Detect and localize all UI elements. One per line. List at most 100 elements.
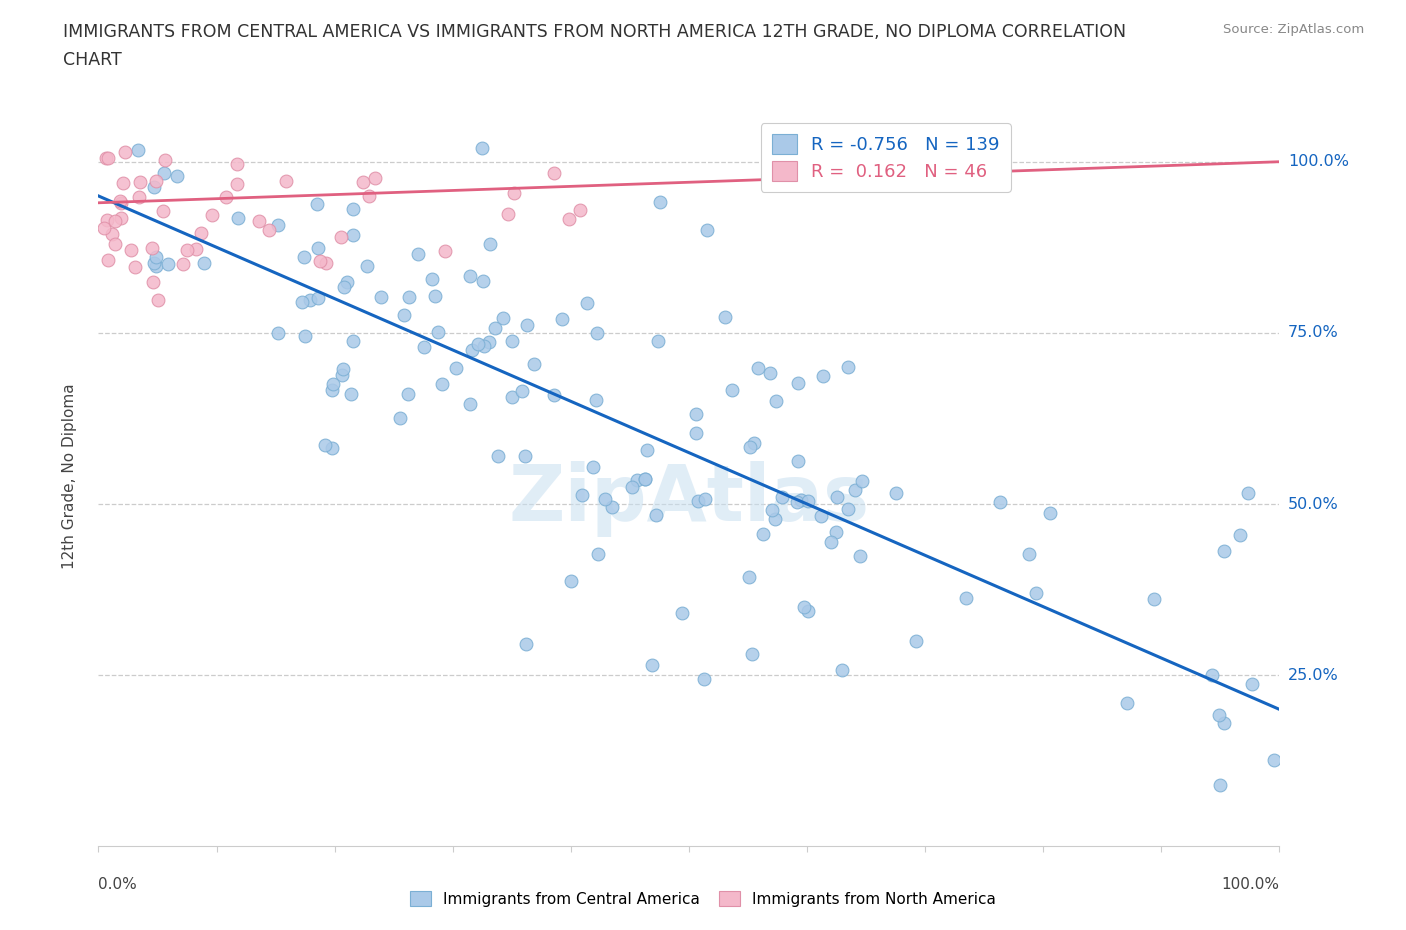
Point — [600, 499, 623, 514]
Point — [1039, 505, 1062, 520]
Text: 100.0%: 100.0% — [1288, 154, 1348, 169]
Point — [571, 488, 593, 503]
Point — [110, 195, 132, 210]
Point — [96, 213, 118, 228]
Point — [648, 195, 671, 210]
Legend: Immigrants from Central America, Immigrants from North America: Immigrants from Central America, Immigra… — [404, 885, 1002, 913]
Point — [110, 194, 132, 209]
Point — [714, 310, 737, 325]
Point — [190, 225, 212, 240]
Point — [1209, 777, 1232, 792]
Point — [1263, 753, 1285, 768]
Point — [146, 293, 169, 308]
Point — [392, 308, 415, 323]
Point — [636, 443, 658, 458]
Point — [696, 222, 718, 237]
Point — [398, 289, 420, 304]
Point — [291, 295, 314, 310]
Point — [837, 501, 859, 516]
Point — [94, 150, 117, 165]
Point — [315, 256, 337, 271]
Point — [307, 197, 329, 212]
Point — [267, 218, 290, 232]
Point — [770, 490, 793, 505]
Point — [793, 600, 815, 615]
Point — [430, 377, 453, 392]
Point — [738, 569, 761, 584]
Point — [825, 525, 848, 539]
Point — [396, 387, 419, 402]
Point — [124, 259, 146, 274]
Point — [352, 175, 374, 190]
Point — [585, 392, 607, 407]
Point — [156, 257, 179, 272]
Point — [811, 369, 834, 384]
Point — [645, 508, 668, 523]
Text: 0.0%: 0.0% — [98, 877, 138, 892]
Point — [472, 273, 495, 288]
Point — [634, 472, 657, 486]
Point — [342, 227, 364, 242]
Point — [434, 244, 457, 259]
Point — [308, 254, 330, 269]
Point — [721, 383, 744, 398]
Point — [510, 383, 533, 398]
Point — [420, 272, 443, 286]
Point — [292, 249, 315, 264]
Point — [226, 210, 249, 225]
Point — [685, 406, 707, 421]
Point — [786, 454, 808, 469]
Point — [111, 176, 134, 191]
Point — [586, 547, 609, 562]
Point — [851, 473, 873, 488]
Point — [844, 483, 866, 498]
Point — [247, 213, 270, 228]
Point — [96, 252, 118, 267]
Point — [458, 396, 481, 411]
Point — [370, 290, 392, 305]
Point — [412, 340, 434, 355]
Point — [1229, 527, 1251, 542]
Point — [110, 211, 132, 226]
Point — [742, 436, 765, 451]
Point — [789, 492, 811, 507]
Point — [763, 512, 786, 526]
Text: IMMIGRANTS FROM CENTRAL AMERICA VS IMMIGRANTS FROM NORTH AMERICA 12TH GRADE, NO : IMMIGRANTS FROM CENTRAL AMERICA VS IMMIG… — [63, 23, 1126, 41]
Point — [810, 509, 832, 524]
Point — [336, 274, 359, 289]
Point — [299, 292, 322, 307]
Point — [225, 177, 247, 192]
Point — [884, 485, 907, 500]
Point — [143, 256, 166, 271]
Point — [786, 495, 808, 510]
Point — [686, 494, 709, 509]
Point — [332, 280, 354, 295]
Point — [1025, 586, 1047, 601]
Point — [787, 376, 810, 391]
Text: ZipAtlas: ZipAtlas — [509, 460, 869, 537]
Point — [330, 367, 353, 382]
Point — [692, 671, 714, 686]
Point — [1212, 543, 1234, 558]
Point — [215, 190, 238, 205]
Point — [1213, 716, 1236, 731]
Point — [152, 204, 174, 219]
Point — [501, 389, 523, 404]
Point — [820, 535, 842, 550]
Point — [425, 288, 447, 303]
Point — [359, 189, 381, 204]
Point — [153, 166, 176, 180]
Point — [849, 549, 872, 564]
Point — [634, 472, 657, 486]
Point — [342, 202, 364, 217]
Point — [176, 243, 198, 258]
Point — [759, 365, 782, 380]
Point — [340, 386, 363, 401]
Point — [120, 243, 142, 258]
Point — [201, 207, 224, 222]
Point — [582, 459, 605, 474]
Point — [142, 274, 165, 289]
Point — [145, 174, 167, 189]
Point — [145, 259, 167, 273]
Point — [1240, 676, 1263, 691]
